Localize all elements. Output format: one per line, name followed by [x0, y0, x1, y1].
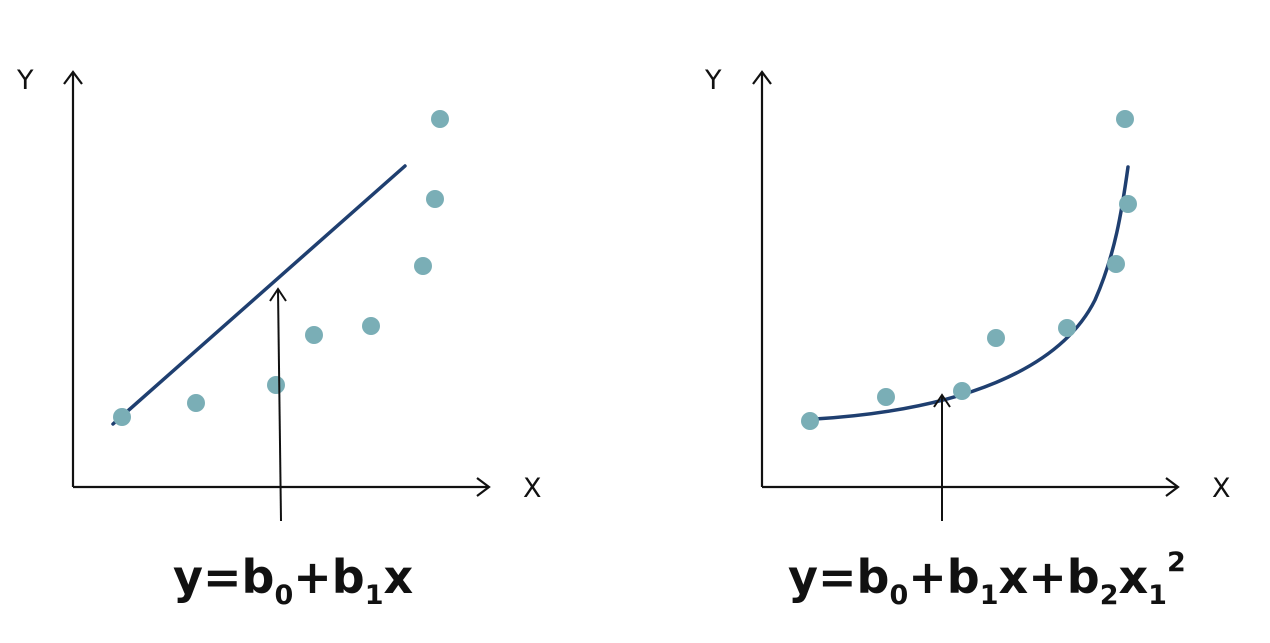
right-pointer-arrowhead — [933, 393, 951, 408]
left-data-point — [113, 408, 131, 426]
left-y-axis-label: Y — [16, 65, 34, 96]
left-data-point — [414, 257, 432, 275]
left-data-point — [267, 376, 285, 394]
polynomial-regression-panel: Y X y=b0+b1x+b2x12 — [704, 65, 1231, 611]
polynomial-equation: y=b0+b1x+b2x12 — [788, 547, 1186, 611]
left-pointer-arrow — [277, 289, 282, 522]
right-data-point — [1116, 110, 1134, 128]
linear-fit-line — [111, 164, 407, 426]
left-data-point — [305, 326, 323, 344]
right-y-axis-arrowhead — [752, 70, 772, 85]
left-x-axis-arrowhead — [476, 477, 491, 497]
right-data-point — [1107, 255, 1125, 273]
left-y-axis-arrowhead — [63, 70, 83, 85]
linear-equation: y=b0+b1x — [173, 550, 413, 611]
right-data-point — [987, 329, 1005, 347]
linear-regression-panel: Y X y=b0+b1x — [16, 65, 542, 611]
right-x-axis-arrowhead — [1165, 477, 1180, 497]
left-x-axis-label: X — [523, 473, 542, 504]
right-data-point — [877, 388, 895, 406]
left-data-point — [431, 110, 449, 128]
right-data-point — [801, 412, 819, 430]
right-y-axis-label: Y — [704, 65, 722, 96]
left-data-point — [426, 190, 444, 208]
left-data-point — [187, 394, 205, 412]
right-data-point — [1058, 319, 1076, 337]
left-data-point — [362, 317, 380, 335]
right-data-point — [1119, 195, 1137, 213]
polynomial-fit-curve — [813, 165, 1130, 421]
right-x-axis-label: X — [1212, 473, 1231, 504]
right-data-point — [953, 382, 971, 400]
left-pointer-arrowhead — [269, 287, 287, 302]
